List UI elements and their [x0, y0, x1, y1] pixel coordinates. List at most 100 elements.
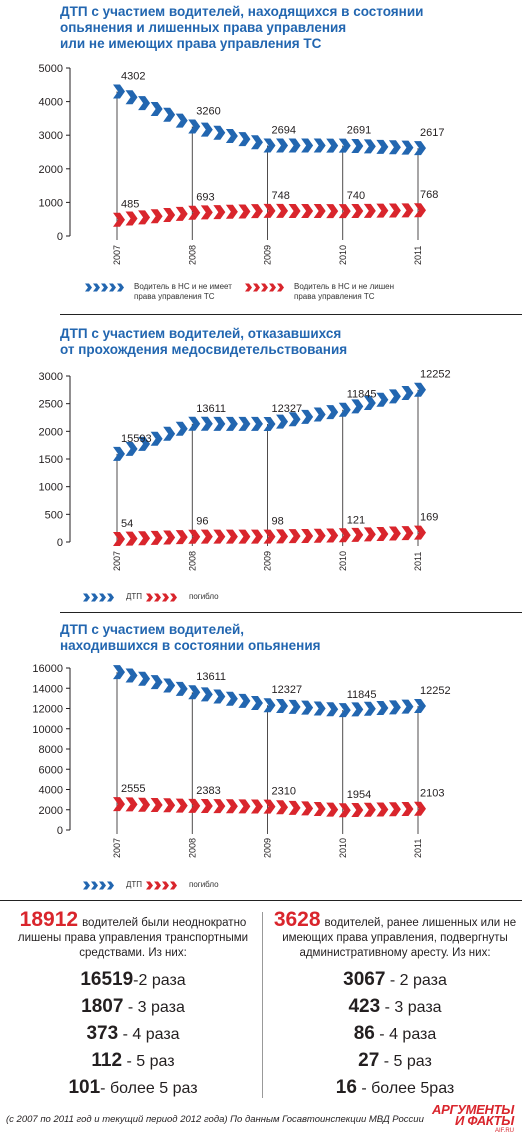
- label: -2 раза: [133, 972, 186, 989]
- series-0-mark: [388, 389, 401, 404]
- y-tick-label: 2000: [39, 426, 63, 438]
- series-1-mark: [414, 203, 426, 218]
- series-0-mark: [363, 396, 376, 411]
- chart-2-legend-red: погибло: [145, 592, 219, 602]
- chart-1-title-line: ДТП с участием водителей, находящихся в …: [60, 4, 424, 19]
- count: 3067: [343, 969, 386, 990]
- series-0-mark: [188, 416, 201, 431]
- y-tick-label: 10000: [32, 724, 63, 736]
- list-item: 373 - 4 раза: [4, 1021, 262, 1048]
- legend-chevron: [117, 283, 124, 292]
- series-0-mark: [250, 416, 263, 431]
- chart-3-title-line: ДТП с участием водителей,: [60, 622, 245, 637]
- series-0-mark: [200, 687, 213, 702]
- data-label: 768: [420, 189, 438, 201]
- chart-1-title: ДТП с участием водителей, находящихся в …: [60, 4, 423, 52]
- series-1-mark: [301, 528, 314, 543]
- chart-1-title-line: опьянения и лишенных права управления: [60, 20, 347, 35]
- series-0-mark: [338, 138, 351, 153]
- section-separator: [60, 612, 522, 613]
- y-tick-label: 0: [57, 231, 63, 243]
- series-0-mark: [213, 125, 226, 140]
- y-tick-label: 1000: [39, 482, 63, 494]
- label: - 5 раз: [379, 1053, 432, 1070]
- y-tick-label: 500: [45, 509, 63, 521]
- x-tick-label: 2008: [187, 551, 197, 571]
- series-0-mark: [238, 416, 251, 431]
- list-item: 86 - 4 раза: [266, 1021, 522, 1048]
- legend-chevron: [85, 283, 92, 292]
- series-1-mark: [263, 529, 276, 544]
- legend-chevron: [91, 881, 98, 890]
- x-tick-label: 2007: [112, 838, 122, 858]
- series-0-mark: [188, 685, 201, 700]
- y-tick-label: 1000: [39, 197, 63, 209]
- series-1-mark: [376, 203, 389, 218]
- series-1-mark: [238, 204, 251, 219]
- list-item: 1807 - 3 раза: [4, 994, 262, 1021]
- series-0-mark: [301, 700, 314, 715]
- series-1-mark: [213, 205, 226, 220]
- legend-chevron: [99, 593, 106, 602]
- chart-2: 0 500 1000 1500 2000 2500 3000 2007 2008 2009 2010…: [39, 369, 451, 571]
- series-0-mark: [313, 138, 326, 153]
- series-1-mark: [363, 527, 376, 542]
- series-0-mark: [401, 140, 414, 155]
- source-footnote: (с 2007 по 2011 год и текущий период 201…: [6, 1114, 424, 1125]
- legend-chevron: [101, 283, 108, 292]
- blue-chevrons-icon: [85, 283, 124, 292]
- series-0-mark: [301, 409, 314, 424]
- legend-chevron: [109, 283, 116, 292]
- y-tick-label: 5000: [39, 63, 63, 75]
- legend-chevron: [162, 881, 169, 890]
- series-1-mark: [288, 203, 301, 218]
- series-1-mark: [276, 203, 289, 218]
- data-label: 96: [196, 516, 208, 528]
- x-tick-label: 2011: [413, 839, 423, 858]
- aif-logo: АРГУМЕНТЫ И ФАКТЫ AIF.RU: [432, 1103, 514, 1137]
- red-chevrons-icon: [245, 283, 284, 292]
- series-0-mark: [276, 138, 289, 153]
- series-1-mark: [326, 204, 339, 219]
- series-0-mark: [225, 416, 238, 431]
- blue-chevrons-icon: [83, 593, 114, 602]
- x-tick-label: 2009: [263, 245, 273, 265]
- series-1-mark: [313, 802, 326, 817]
- series-0-mark: [263, 138, 276, 153]
- y-tick-label: 2000: [39, 805, 63, 817]
- series-0-mark: [175, 681, 188, 696]
- series-1-mark: [401, 801, 414, 816]
- series-0-mark: [351, 399, 364, 414]
- red-chevrons-icon: [146, 881, 177, 890]
- series-0-mark: [401, 386, 414, 401]
- data-label: 693: [196, 192, 214, 204]
- y-tick-label: 4000: [39, 785, 63, 797]
- series-1-mark: [138, 531, 151, 546]
- stats-right-text: водителей, ранее лишенных или не имеющих…: [282, 917, 517, 959]
- series-0-mark: [150, 675, 163, 690]
- y-tick-label: 14000: [32, 683, 63, 695]
- series-1-mark: [125, 211, 138, 226]
- y-tick-label: 0: [57, 537, 63, 549]
- series-1-mark: [363, 203, 376, 218]
- logo-line: И ФАКТЫ: [455, 1113, 514, 1128]
- data-label: 748: [272, 190, 290, 202]
- series-0-mark: [288, 699, 301, 714]
- legend-chevron: [107, 881, 114, 890]
- series-0-mark: [138, 671, 151, 686]
- legend-chevron: [83, 593, 90, 602]
- series-1-mark: [163, 798, 176, 813]
- data-label: 15593: [121, 433, 152, 445]
- series-1-mark: [376, 526, 389, 541]
- data-label: 4302: [121, 70, 145, 82]
- x-tick-label: 2010: [338, 245, 348, 265]
- chart-2-title-line: ДТП с участием водителей, отказавшихся: [60, 326, 342, 341]
- data-label: 2103: [420, 788, 444, 800]
- series-0-mark: [125, 90, 138, 105]
- series-1-mark: [338, 803, 351, 818]
- legend-chevron: [277, 283, 284, 292]
- x-tick-label: 2010: [338, 551, 348, 571]
- stats-left-total: 18912: [19, 908, 79, 931]
- count: 373: [86, 1023, 119, 1044]
- series-1-mark: [326, 528, 339, 543]
